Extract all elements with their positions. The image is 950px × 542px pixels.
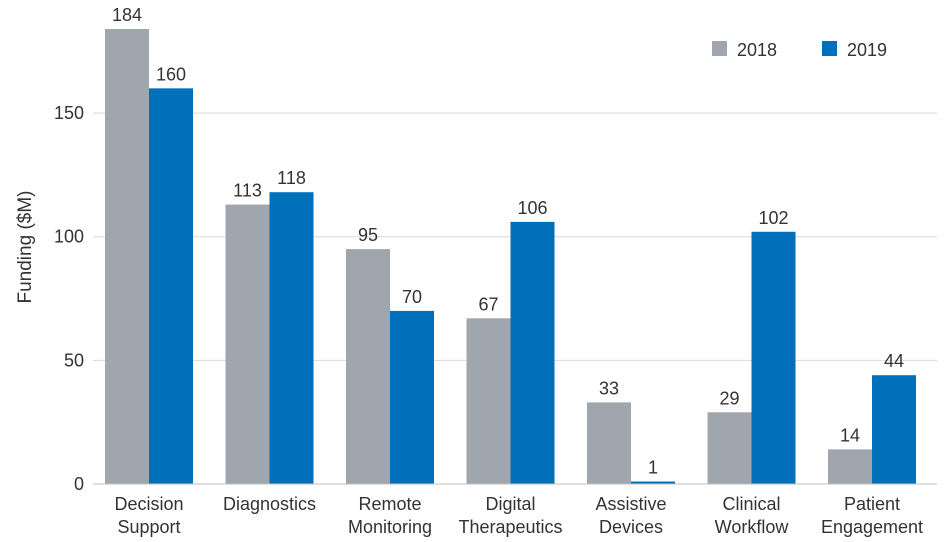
x-category-label: Decision Support — [114, 494, 183, 537]
legend-label-2019: 2019 — [847, 40, 887, 60]
value-label: 1 — [648, 458, 658, 478]
bars — [105, 29, 916, 484]
value-label: 44 — [884, 351, 904, 371]
x-category-label: Remote Monitoring — [348, 494, 432, 537]
value-label: 29 — [719, 388, 739, 408]
bar-2018 — [587, 402, 631, 484]
bar-2019 — [269, 192, 314, 484]
value-label: 14 — [840, 425, 860, 445]
x-category-label-line: Therapeutics — [458, 517, 562, 537]
value-label: 102 — [758, 208, 788, 228]
bar-2019 — [631, 481, 675, 484]
x-category-label: Clinical Workflow — [715, 494, 790, 537]
legend-label-2018: 2018 — [737, 40, 777, 60]
bar-2018 — [225, 204, 270, 484]
bar-2019 — [390, 310, 434, 484]
bar-2018 — [707, 412, 752, 484]
y-tick-label: 150 — [54, 103, 84, 123]
bar-2019 — [751, 231, 796, 484]
value-label: 67 — [478, 294, 498, 314]
x-category-label-line: Digital — [485, 494, 535, 514]
x-category-label-line: Clinical — [722, 494, 780, 514]
legend-swatch-2019 — [822, 41, 837, 56]
y-axis-title: Funding ($M) — [15, 191, 36, 304]
x-category-label-line: Monitoring — [348, 517, 432, 537]
legend-swatch-2018 — [712, 41, 727, 56]
value-label: 95 — [358, 225, 378, 245]
x-category-label-line: Devices — [599, 517, 663, 537]
bar-2019 — [510, 221, 555, 484]
value-label: 70 — [402, 287, 422, 307]
x-category-label-line: Workflow — [715, 517, 790, 537]
bar-2019 — [872, 375, 916, 484]
bar-2018 — [105, 29, 149, 484]
bar-2019 — [149, 88, 193, 484]
value-label: 106 — [517, 198, 547, 218]
x-category-label-line: Engagement — [821, 517, 923, 537]
value-label: 118 — [277, 168, 306, 188]
x-category-label-line: Remote — [358, 494, 421, 514]
legend: 2018 2019 — [712, 40, 887, 60]
value-label: 113 — [233, 181, 262, 201]
axes: 0 50 100 150 Decision Support Diagnostics Remot… — [54, 103, 937, 537]
x-category-label: Assistive Devices — [595, 494, 666, 537]
x-category-label-line: Assistive — [595, 494, 666, 514]
bar-2018 — [466, 318, 511, 484]
value-labels: 184 160 113 118 95 70 67 106 33 1 29 102 14 44 — [112, 5, 904, 478]
value-label: 184 — [112, 5, 142, 25]
value-label: 160 — [156, 64, 186, 84]
value-label: 33 — [599, 378, 619, 398]
y-tick-label: 100 — [54, 227, 84, 247]
x-category-label-line: Patient — [844, 494, 900, 514]
x-category-label: Patient Engagement — [821, 494, 923, 537]
x-category-label-line: Support — [117, 517, 180, 537]
x-category-label: Diagnostics — [223, 494, 316, 514]
y-tick-label: 0 — [74, 474, 84, 494]
y-tick-label: 50 — [64, 350, 84, 370]
x-category-label: Digital Therapeutics — [458, 494, 562, 537]
x-category-label-line: Decision — [114, 494, 183, 514]
x-category-label-line: Diagnostics — [223, 494, 316, 514]
bar-2018 — [346, 249, 390, 484]
bar-2018 — [828, 449, 872, 484]
